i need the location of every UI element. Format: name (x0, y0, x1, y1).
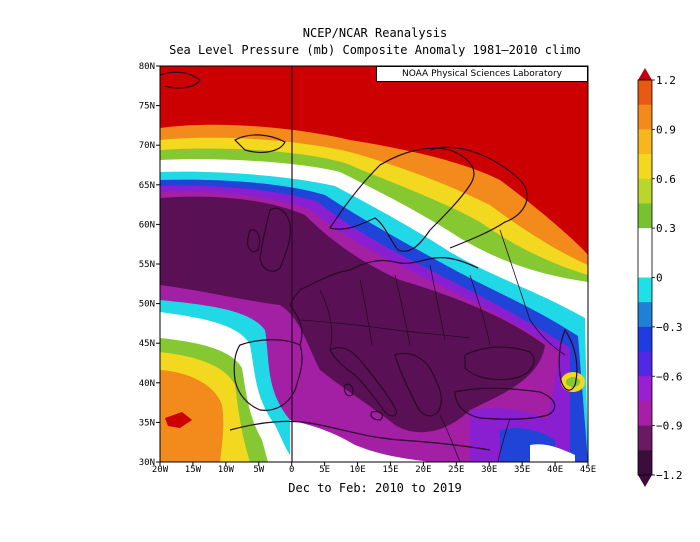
lon-label: 20W (152, 465, 169, 475)
lon-label: 45E (580, 465, 596, 475)
colorbar-segment (638, 302, 652, 328)
colorbar-segment (638, 178, 652, 204)
colorbar-segment (638, 154, 652, 180)
lat-label: 70N (139, 141, 155, 151)
lat-label: 60N (139, 220, 155, 230)
lon-label: 0 (289, 465, 294, 475)
lon-label: 20E (415, 465, 431, 475)
lon-label: 10E (349, 465, 365, 475)
colorbar-label: 0.6 (656, 173, 676, 186)
lon-label: 5W (253, 465, 264, 475)
colorbar-segment (638, 400, 652, 427)
latitude-axis: 80N 75N 70N 65N 60N 55N 50N 45N 40N 35N 30N (139, 62, 160, 468)
colorbar-segment (638, 252, 652, 278)
colorbar-label: −0.3 (656, 321, 683, 334)
lon-label: 25E (448, 465, 464, 475)
lat-label: 75N (139, 102, 155, 112)
colorbar-segment (638, 203, 652, 229)
lat-label: 35N (139, 418, 155, 428)
lon-label: 15E (382, 465, 398, 475)
colorbar-segment (638, 450, 652, 476)
colorbar-segment (638, 351, 652, 377)
colorbar-label: 0.3 (656, 222, 676, 235)
colorbar-label: 0 (656, 272, 663, 285)
colorbar-segment (638, 228, 652, 254)
lon-label: 35E (514, 465, 530, 475)
lat-label: 50N (139, 300, 155, 310)
lat-label: 55N (139, 260, 155, 270)
coastlines (160, 71, 578, 462)
lon-label: 10W (218, 465, 235, 475)
colorbar-label: −1.2 (656, 469, 683, 482)
lon-label: 30E (481, 465, 497, 475)
colorbar-label: −0.6 (656, 370, 683, 383)
lat-label: 45N (139, 339, 155, 349)
lon-label: 15W (185, 465, 202, 475)
credit-label: NOAA Physical Sciences Laboratory (376, 66, 588, 82)
lon-label: 5E (319, 465, 330, 475)
lon-label: 40E (547, 465, 563, 475)
colorbar-segment (638, 104, 652, 130)
colorbar-bottom-arrow (638, 475, 652, 487)
lat-label: 40N (139, 379, 155, 389)
colorbar-label: 1.2 (656, 74, 676, 87)
colorbar-segment (638, 80, 652, 106)
lat-label: 65N (139, 181, 155, 191)
colorbar-label: −0.9 (656, 420, 683, 433)
colorbar-segment (638, 425, 652, 451)
map-subtitle: Sea Level Pressure (mb) Composite Anomal… (169, 43, 581, 57)
period-label: Dec to Feb: 2010 to 2019 (288, 481, 462, 495)
colorbar-segment (638, 376, 652, 402)
colorbar-segment (638, 129, 652, 155)
colorbar-top-arrow (638, 68, 652, 80)
contour-field (160, 66, 588, 462)
map-title: NCEP/NCAR Reanalysis (302, 26, 448, 40)
colorbar-segment (638, 277, 652, 303)
lat-label: 80N (139, 62, 155, 72)
colorbar-segment (638, 326, 652, 353)
longitude-axis: 20W 15W 10W 5W 0 5E 10E 15E 20E 25E 30E 35E 40E 45E (152, 462, 596, 475)
colorbar-label: 0.9 (656, 123, 676, 136)
colorbar: 1.2 0.9 0.6 0.3 0 −0.3 −0.6 −0.9 −1.2 (637, 68, 683, 487)
lat-label: 30N (139, 458, 155, 468)
